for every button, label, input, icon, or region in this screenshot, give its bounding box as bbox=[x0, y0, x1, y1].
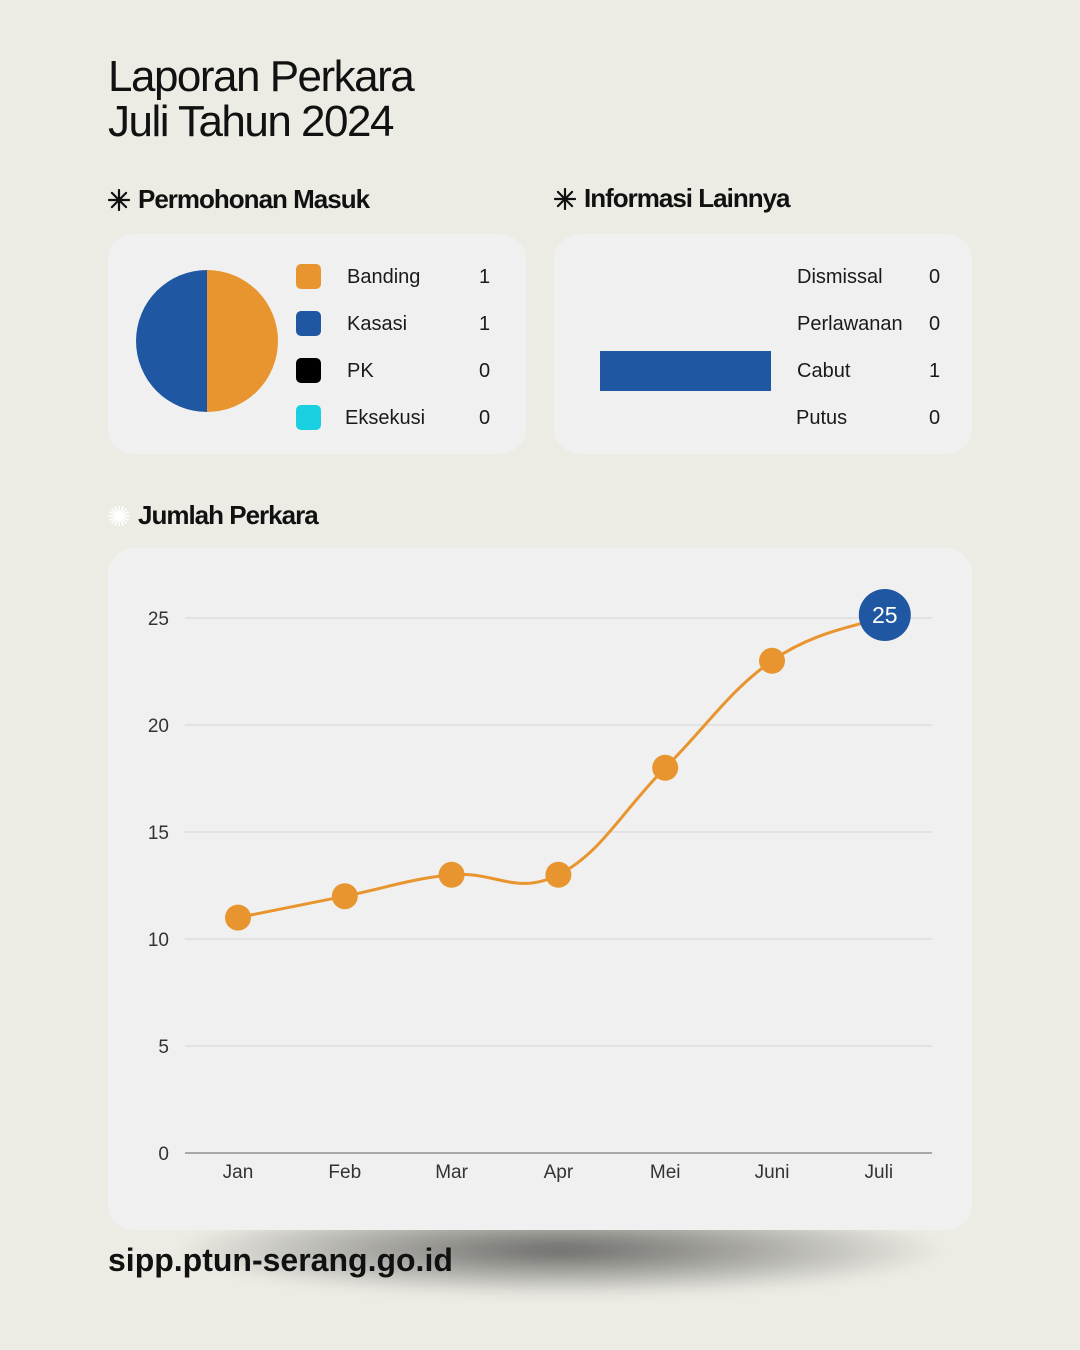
data-point bbox=[225, 904, 251, 931]
legend-label: Kasasi bbox=[347, 313, 408, 335]
info-value: 0 bbox=[929, 407, 941, 429]
info-value: 1 bbox=[929, 360, 941, 382]
info-value: 0 bbox=[929, 313, 941, 335]
permohonan-card: Banding 1 Kasasi 1 PK 0 Eksekusi 0 bbox=[108, 234, 526, 454]
page-title: Laporan Perkara Juli Tahun 2024 bbox=[108, 52, 415, 146]
asterisk-icon bbox=[108, 188, 130, 211]
pie-slice-kasasi bbox=[136, 270, 207, 412]
x-tick-label: Juni bbox=[755, 1162, 790, 1183]
title-line-2: Juli Tahun 2024 bbox=[108, 97, 394, 146]
data-point bbox=[759, 647, 785, 674]
permohonan-legend: Banding 1 Kasasi 1 PK 0 Eksekusi 0 bbox=[296, 262, 516, 442]
permohonan-title: Permohonan Masuk bbox=[138, 184, 370, 214]
legend-value: 0 bbox=[479, 360, 491, 382]
data-point bbox=[438, 861, 465, 888]
informasi-title: Informasi Lainnya bbox=[584, 183, 790, 213]
y-tick-label: 5 bbox=[158, 1037, 169, 1058]
info-item-dismissal: Dismissal 0 bbox=[554, 262, 972, 292]
x-tick-label: Jan bbox=[223, 1162, 254, 1183]
permohonan-heading: Permohonan Masuk bbox=[108, 184, 370, 215]
data-point-highlight bbox=[858, 589, 911, 641]
info-item-perlawanan: Perlawanan 0 bbox=[554, 309, 972, 339]
x-tick-label: Mar bbox=[435, 1162, 468, 1183]
y-tick-label: 20 bbox=[148, 716, 169, 737]
x-tick-label: Apr bbox=[544, 1162, 574, 1183]
info-value: 0 bbox=[929, 266, 941, 288]
title-line-1: Laporan Perkara bbox=[108, 52, 415, 101]
x-tick-label: Mei bbox=[650, 1162, 681, 1183]
legend-swatch bbox=[296, 264, 321, 289]
x-tick-label: Feb bbox=[328, 1162, 361, 1183]
informasi-list: Dismissal 0 Perlawanan 0 Cabut 1 Putus 0 bbox=[554, 262, 972, 442]
pie-chart bbox=[136, 270, 278, 412]
line-chart-card: 0 5 10 15 20 25 Jan Feb Mar Apr Mei Juni Juli 25 bbox=[108, 548, 972, 1230]
legend-value: 0 bbox=[479, 407, 491, 429]
legend-label: PK bbox=[347, 360, 374, 382]
data-label: 25 bbox=[872, 602, 898, 628]
line-chart: 0 5 10 15 20 25 Jan Feb Mar Apr Mei Juni Juli 25 bbox=[148, 589, 932, 1183]
legend-swatch bbox=[296, 405, 321, 430]
data-point bbox=[652, 754, 679, 781]
legend-swatch bbox=[296, 311, 321, 336]
sparkle-icon bbox=[108, 504, 130, 527]
informasi-card: Dismissal 0 Perlawanan 0 Cabut 1 Putus 0 bbox=[554, 234, 972, 454]
legend-label: Banding bbox=[347, 266, 421, 288]
footer-url[interactable]: sipp.ptun-serang.go.id bbox=[108, 1242, 453, 1278]
info-label: Dismissal bbox=[797, 266, 883, 288]
info-item-putus: Putus 0 bbox=[554, 403, 972, 433]
jumlah-title: Jumlah Perkara bbox=[138, 500, 319, 530]
info-label: Perlawanan bbox=[797, 313, 903, 335]
legend-value: 1 bbox=[479, 313, 491, 335]
info-bar-chart bbox=[600, 351, 771, 391]
informasi-heading: Informasi Lainnya bbox=[554, 183, 790, 214]
info-label: Cabut bbox=[797, 360, 851, 382]
legend-label: Eksekusi bbox=[345, 407, 426, 429]
pie-slice-banding bbox=[207, 270, 278, 412]
y-tick-label: 15 bbox=[148, 823, 169, 844]
legend-value: 1 bbox=[479, 266, 491, 288]
x-tick-label: Juli bbox=[865, 1162, 894, 1183]
info-label: Putus bbox=[796, 407, 848, 429]
info-item-cabut: Cabut 1 bbox=[554, 356, 972, 386]
jumlah-heading: Jumlah Perkara bbox=[108, 500, 319, 531]
info-bar-cabut bbox=[600, 351, 771, 391]
y-tick-label: 0 bbox=[158, 1144, 169, 1165]
y-tick-label: 10 bbox=[148, 930, 169, 951]
data-point bbox=[545, 861, 572, 888]
legend-swatch bbox=[296, 358, 321, 383]
data-point bbox=[331, 883, 358, 910]
y-tick-label: 25 bbox=[148, 609, 169, 630]
asterisk-icon bbox=[554, 187, 576, 210]
